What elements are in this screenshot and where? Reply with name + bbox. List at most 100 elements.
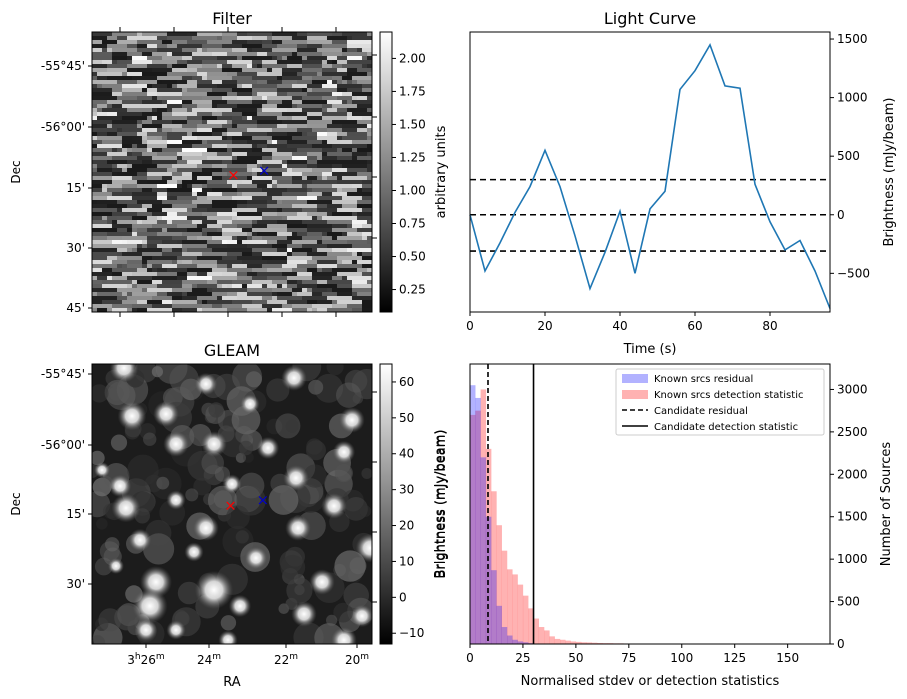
filter-pixel [227, 308, 248, 313]
filter-pixel [277, 200, 283, 205]
gleam-diffuse [92, 384, 109, 403]
filter-pixel [302, 56, 308, 61]
gleam-diffuse [245, 371, 262, 388]
gleam-dec-tick-label: -56°00' [41, 438, 85, 452]
filter-pixel [352, 244, 373, 249]
filter-pixel [152, 84, 168, 89]
filter-pixel [332, 268, 358, 273]
filter-pixel [227, 284, 233, 289]
filter-pixel [127, 108, 153, 113]
filter-pixel [237, 72, 258, 77]
filter-pixel [237, 32, 248, 37]
gleam-diffuse [208, 402, 224, 418]
filter-pixel [207, 196, 233, 201]
filter-pixel [262, 212, 278, 217]
filter-pixel [112, 164, 118, 169]
filter-pixel [352, 144, 368, 149]
gleam-source [201, 431, 227, 457]
histogram-bar-detection [501, 550, 508, 644]
filter-pixel [337, 216, 358, 221]
filter-pixel [322, 84, 338, 89]
filter-pixel [267, 276, 288, 281]
filter-pixel [122, 292, 128, 297]
filter-pixel [252, 92, 258, 97]
gleam-source [193, 515, 219, 541]
filter-pixel [282, 76, 303, 81]
filter-pixel [142, 204, 153, 209]
filter-pixel [247, 284, 263, 289]
filter-pixel [247, 292, 273, 297]
filter-pixel [342, 124, 368, 129]
gleam-diffuse [177, 581, 201, 605]
filter-pixel [237, 212, 263, 217]
filter-pixel [112, 56, 128, 61]
filter-pixel [227, 228, 243, 233]
filter-pixel [162, 208, 188, 213]
filter-pixel [352, 308, 363, 313]
filter-pixel [117, 288, 143, 293]
filter-pixel [252, 268, 268, 273]
filter-pixel [92, 168, 98, 173]
histogram-bar-detection [528, 608, 534, 644]
filter-pixel [127, 204, 143, 209]
filter-pixel [267, 132, 288, 137]
filter-pixel [222, 112, 243, 117]
filter-pixel [92, 296, 118, 301]
gleam-colorbar-gradient [379, 363, 393, 645]
filter-pixel [142, 128, 158, 133]
filter-pixel [92, 276, 98, 281]
filter-pixel [287, 228, 308, 233]
filter-pixel [157, 108, 168, 113]
filter-pixel [107, 152, 128, 157]
filter-pixel [322, 140, 328, 145]
filter-pixel [332, 168, 348, 173]
filter-pixel [302, 236, 323, 241]
filter-pixel [167, 108, 173, 113]
filter-pixel [342, 52, 368, 57]
filter-pixel [152, 36, 158, 41]
filter-pixel [197, 136, 223, 141]
filter-pixel [317, 264, 338, 269]
filter-pixel [292, 252, 308, 257]
filter-pixel [137, 80, 158, 85]
filter-pixel [312, 128, 328, 133]
filter-pixel [277, 88, 303, 93]
filter-pixel [167, 292, 183, 297]
filter-pixel [307, 84, 323, 89]
filter-pixel [127, 72, 143, 77]
filter-pixel [132, 148, 148, 153]
filter-pixel [287, 260, 308, 265]
filter-pixel [162, 252, 183, 257]
filter-pixel [92, 180, 113, 185]
filter-pixel [252, 88, 278, 93]
filter-pixel [327, 80, 333, 85]
filter-pixel [197, 192, 208, 197]
filter-pixel [232, 120, 258, 125]
filter-pixel [97, 116, 123, 121]
filter-pixel [127, 44, 138, 49]
gleam-diffuse [92, 450, 105, 466]
filter-pixel [252, 64, 258, 69]
filter-pixel [282, 192, 308, 197]
filter-pixel [172, 172, 183, 177]
filter-pixel [157, 88, 183, 93]
filter-pixel [107, 236, 123, 241]
gleam-source [194, 372, 218, 396]
filter-pixel [192, 52, 213, 57]
filter-pixel [337, 292, 353, 297]
filter-pixel [177, 152, 203, 157]
filter-pixel [327, 244, 353, 249]
filter-pixel [92, 132, 98, 137]
filter-pixel [112, 52, 128, 57]
filter-pixel [307, 300, 318, 305]
filter-pixel [302, 96, 323, 101]
filter-pixel [157, 184, 178, 189]
filter-pixel [227, 144, 253, 149]
histogram-x-tick-label: 25 [515, 651, 530, 665]
filter-dec-tick-label: -56°00' [41, 120, 85, 134]
filter-dec-tick-label: 30' [66, 241, 85, 255]
gleam-diffuse [98, 608, 122, 632]
filter-pixel [262, 264, 283, 269]
gleam-diffuse [94, 557, 113, 576]
filter-pixel [272, 40, 283, 45]
